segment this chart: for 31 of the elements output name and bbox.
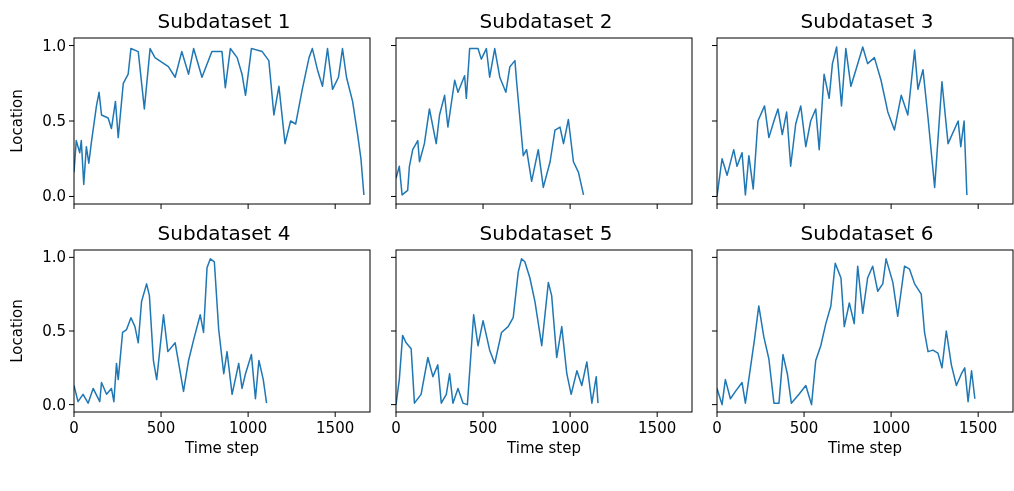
x-tick-label: 0	[712, 419, 722, 437]
x-axis-title: Time step	[827, 439, 902, 457]
y-tick-label: 0.0	[42, 395, 66, 414]
chart-title: Subdataset 5	[478, 220, 614, 246]
x-tick-label: 1500	[959, 419, 998, 437]
y-axis-title: Location	[8, 89, 26, 153]
y-tick-label: 0.0	[42, 187, 66, 206]
chart-title: Subdataset 3	[799, 8, 935, 34]
x-tick-label: 1500	[316, 419, 355, 437]
x-tick-label: 0	[69, 419, 79, 437]
line-series	[74, 47, 365, 196]
y-axis-title: Location	[8, 299, 26, 363]
x-axis-title: Time step	[506, 439, 581, 457]
x-tick-label: 1500	[638, 419, 677, 437]
y-tick-label: 1.0	[42, 248, 66, 267]
chart-title: Subdataset 1	[156, 8, 292, 34]
x-tick-label: 1000	[551, 419, 590, 437]
x-tick-label: 500	[468, 419, 498, 437]
chart-title: Subdataset 4	[156, 220, 292, 246]
x-axis-title: Time step	[184, 439, 259, 457]
x-tick-label: 1000	[229, 419, 268, 437]
y-tick-label: 0.5	[42, 112, 66, 130]
chart-title: Subdataset 6	[799, 220, 935, 246]
chart-title: Subdataset 2	[478, 8, 614, 34]
x-tick-label: 500	[789, 419, 819, 437]
line-series	[74, 258, 268, 404]
x-tick-label: 500	[146, 419, 176, 437]
y-tick-label: 0.5	[42, 322, 66, 340]
x-tick-label: 0	[391, 419, 401, 437]
y-tick-label: 1.0	[42, 36, 66, 55]
x-tick-label: 1000	[872, 419, 911, 437]
